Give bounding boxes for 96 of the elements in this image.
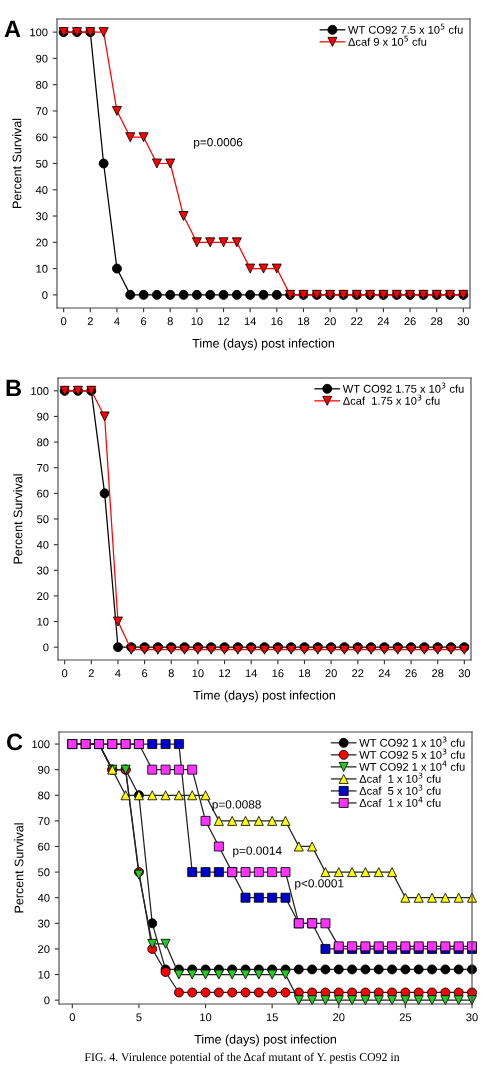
- x-tick-label: 30: [466, 1013, 478, 1022]
- y-tick-label: 90: [38, 765, 50, 774]
- y-tick-label: 50: [38, 868, 50, 877]
- x-tick-label: 4: [115, 669, 121, 678]
- x-tick-label: 16: [272, 669, 284, 678]
- x-tick-label: 30: [457, 317, 470, 326]
- x-tick-label: 25: [399, 1013, 412, 1022]
- y-tick-label: 40: [37, 893, 50, 902]
- x-tick-label: 14: [244, 317, 257, 326]
- legend-label: WT CO92 1.75 x 10$^{3}$ cfu: [342, 382, 464, 393]
- x-tick-label: 26: [405, 669, 417, 678]
- legend-label: Δcaf 5 x 10$^{3}$ cfu: [359, 784, 441, 795]
- y-tick-label: 100: [32, 740, 50, 749]
- x-tick-label: 4: [114, 317, 120, 326]
- x-tick-label: 20: [333, 1013, 345, 1022]
- x-tick-label: 2: [87, 317, 93, 326]
- y-tick-label: 80: [37, 438, 49, 447]
- y-tick-label: 10: [37, 617, 49, 626]
- x-tick-label: 14: [245, 669, 258, 678]
- y-tick-label: 60: [37, 489, 49, 498]
- y-tick-label: 40: [36, 540, 49, 549]
- y-axis-title: Percent Survival: [14, 823, 24, 913]
- y-axis-title: Percent Survival: [13, 474, 23, 564]
- x-tick-label: 0: [62, 669, 68, 678]
- y-tick-label: 100: [30, 28, 48, 37]
- x-axis-title: Time (days) post infection: [192, 338, 335, 351]
- x-tick-label: 20: [325, 669, 337, 678]
- x-tick-label: 12: [219, 669, 231, 678]
- x-tick-label: 5: [136, 1013, 142, 1022]
- annotation: p<0.0001: [295, 879, 344, 890]
- x-axis-title: Time (days) post infection: [194, 1034, 337, 1047]
- y-tick-label: 10: [38, 970, 50, 979]
- x-tick-label: 28: [432, 669, 444, 678]
- x-tick-label: 10: [191, 317, 203, 326]
- legend-label: WT CO92 5 x 10$^{3}$ cfu: [359, 748, 465, 759]
- y-tick-label: 20: [37, 592, 49, 601]
- y-tick-label: 30: [38, 919, 50, 928]
- y-tick-label: 50: [36, 159, 48, 168]
- x-tick-label: 26: [404, 317, 416, 326]
- x-tick-label: 8: [167, 317, 173, 326]
- x-tick-label: 18: [299, 669, 311, 678]
- x-tick-label: 22: [352, 669, 364, 678]
- x-tick-label: 6: [142, 669, 148, 678]
- y-tick-label: 0: [43, 643, 49, 652]
- y-tick-label: 0: [42, 291, 48, 299]
- legend-label: Δcaf 9 x 10$^{5}$ cfu: [348, 35, 427, 46]
- y-tick-label: 70: [36, 107, 48, 116]
- y-tick-label: 0: [44, 996, 50, 1005]
- legend-label: Δcaf 1 x 10$^{4}$ cfu: [359, 796, 441, 807]
- legend-label: Δcaf 1.75 x 10$^{3}$ cfu: [343, 394, 440, 405]
- x-tick-label: 24: [378, 669, 391, 678]
- text: B: [6, 379, 21, 397]
- y-tick-label: 70: [38, 817, 50, 826]
- y-tick-label: 100: [31, 387, 49, 395]
- y-tick-label: 60: [36, 133, 48, 142]
- x-tick-label: 10: [192, 669, 204, 678]
- y-tick-label: 40: [35, 186, 48, 194]
- x-tick-label: 24: [377, 317, 390, 326]
- x-tick-label: 15: [266, 1013, 278, 1022]
- x-tick-label: 10: [200, 1013, 212, 1022]
- x-tick-label: 22: [351, 317, 363, 326]
- x-tick-label: 0: [61, 317, 67, 326]
- x-tick-label: 16: [271, 317, 283, 326]
- y-tick-label: 60: [38, 842, 50, 851]
- legend-label: WT CO92 1 x 10$^{4}$ cfu: [359, 760, 465, 771]
- text: C: [6, 733, 23, 751]
- y-tick-label: 30: [36, 212, 48, 221]
- y-tick-label: 20: [36, 238, 48, 247]
- y-tick-label: 90: [37, 412, 49, 421]
- y-axis-title: Percent Survival: [12, 118, 22, 208]
- x-tick-label: 6: [141, 317, 147, 326]
- y-tick-label: 20: [38, 945, 50, 954]
- text: A: [4, 20, 21, 38]
- x-tick-label: 2: [88, 669, 94, 678]
- y-tick-label: 80: [36, 80, 48, 89]
- x-tick-label: 8: [168, 669, 174, 678]
- caption: FIG. 4. Virulence potential of the Δcaf mutant of Y. pestis CO92 in: [84, 1052, 400, 1064]
- y-tick-label: 80: [38, 791, 50, 800]
- y-tick-label: 30: [37, 566, 49, 575]
- y-tick-label: 10: [36, 264, 48, 273]
- x-tick-label: 0: [69, 1013, 75, 1022]
- legend-label: WT CO92 7.5 x 10$^{5}$ cfu: [348, 23, 463, 34]
- x-tick-label: 30: [458, 669, 471, 678]
- legend-label: WT CO92 1 x 10$^{3}$ cfu: [359, 736, 465, 747]
- x-tick-label: 28: [431, 317, 443, 326]
- annotation: p=0.0014: [233, 846, 282, 858]
- y-tick-label: 70: [37, 463, 49, 472]
- y-tick-label: 50: [37, 515, 49, 524]
- x-tick-label: 18: [298, 317, 310, 326]
- annotation: p=0.0088: [212, 800, 261, 811]
- legend-label: Δcaf 1 x 10$^{3}$ cfu: [359, 772, 441, 783]
- x-tick-label: 12: [218, 317, 230, 326]
- annotation: p=0.0006: [194, 138, 243, 149]
- x-axis-title: Time (days) post infection: [193, 690, 336, 703]
- x-tick-label: 20: [324, 317, 336, 326]
- y-tick-label: 90: [36, 54, 48, 63]
